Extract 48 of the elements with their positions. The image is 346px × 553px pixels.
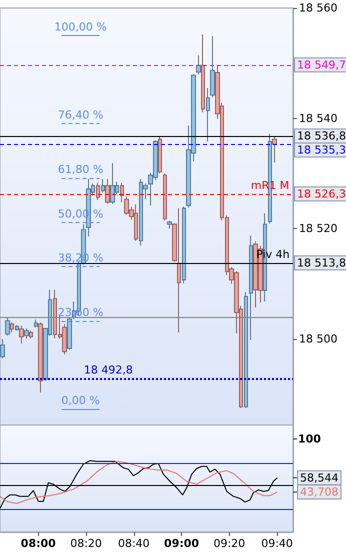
y-tick-label: 18 500 xyxy=(299,332,338,346)
candlestick xyxy=(5,316,10,336)
ref-line-label: 61,80 % xyxy=(58,163,104,176)
text: 100 xyxy=(298,432,322,446)
candlestick xyxy=(167,220,172,230)
candlestick xyxy=(34,319,38,328)
ref-line-label: 18 492,8 xyxy=(84,364,133,377)
candlestick xyxy=(244,292,248,408)
candlestick xyxy=(158,135,162,174)
candlestick xyxy=(101,178,105,194)
candlestick xyxy=(249,235,253,341)
candlestick xyxy=(163,172,167,221)
candlestick xyxy=(196,54,201,75)
ref-line-label: 18 536,8 xyxy=(297,129,346,142)
candlestick xyxy=(182,206,186,284)
ref-line-label: 18 526,3 xyxy=(297,187,346,200)
candlestick xyxy=(24,328,29,339)
ref-line-label: 18 535,3 xyxy=(297,143,346,156)
y-tick-label: 18 560 xyxy=(299,2,338,14)
candlestick xyxy=(29,330,33,339)
candlestick xyxy=(15,324,19,332)
ref-line-label: 0,00 % xyxy=(61,394,100,408)
text: 43,708 xyxy=(300,486,338,499)
y-tick-label: 18 520 xyxy=(299,222,338,236)
candlestick xyxy=(206,87,210,142)
candlestick xyxy=(38,322,43,393)
candlestick xyxy=(96,182,100,200)
candlestick xyxy=(10,322,14,333)
ref-line-label: 100,00 % xyxy=(54,20,107,34)
candlestick xyxy=(110,162,115,204)
x-tick-label: 08:40 xyxy=(118,537,150,550)
x-tick-label: 09:40 xyxy=(261,537,293,550)
x-tick-label: 08:00 xyxy=(20,537,56,550)
candlestick xyxy=(272,136,277,163)
candlestick xyxy=(120,182,124,203)
x-tick-label: 09:20 xyxy=(213,537,246,550)
candlestick xyxy=(105,178,110,204)
candlestick xyxy=(0,338,5,359)
candlestick xyxy=(210,36,215,98)
text: 58,544 xyxy=(300,471,338,484)
candlestick xyxy=(201,34,205,113)
ref-line-label: 76,40 % xyxy=(58,108,104,122)
ref-line-label: 18 513,8 xyxy=(297,256,346,270)
x-tick-label: 09:00 xyxy=(164,537,200,550)
x-tick-label: 08:20 xyxy=(70,537,102,550)
candlestick xyxy=(19,325,24,344)
y-tick-label: 18 540 xyxy=(299,112,338,125)
ref-line-label: 18 549,7 xyxy=(297,58,346,72)
